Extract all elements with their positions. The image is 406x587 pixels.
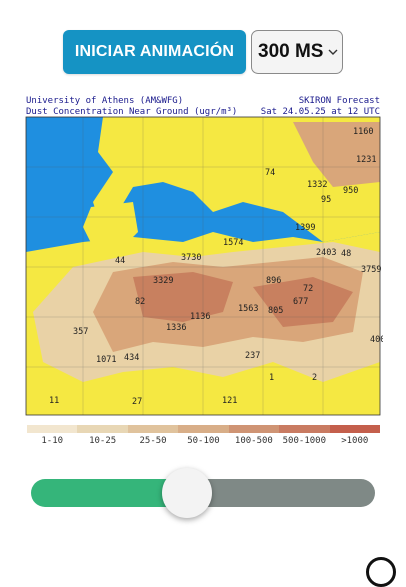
- map-value-label: 121: [222, 396, 237, 406]
- legend-label: 100-500: [234, 436, 273, 446]
- map-value-label: 95: [321, 195, 331, 205]
- map-value-label: 27: [132, 397, 142, 407]
- legend-swatch: [77, 425, 128, 433]
- legend-swatch: [127, 425, 179, 433]
- map-value-label: 677: [293, 297, 308, 307]
- map-value-label: 2403: [316, 248, 336, 258]
- map-value-label: 1336: [166, 323, 186, 333]
- map-value-label: 3329: [153, 276, 173, 286]
- chevron-down-icon: [328, 49, 338, 55]
- legend-label: 10-25: [89, 436, 117, 446]
- map-value-label: 44: [115, 256, 125, 266]
- map-value-label: 72: [303, 284, 313, 294]
- slider-track-filled: [31, 479, 186, 507]
- legend-label: >1000: [341, 436, 369, 446]
- animation-controls: INICIAR ANIMACIÓN 300 MS: [0, 30, 406, 76]
- slider-thumb[interactable]: [162, 468, 212, 518]
- header-variable: Dust Concentration Near Ground (ugr/m³): [26, 107, 237, 117]
- header-source: University of Athens (AM&WFG): [26, 96, 183, 106]
- legend-swatch: [279, 425, 330, 433]
- header-time: Sat 24.05.25 at 12 UTC: [261, 107, 380, 117]
- legend-label: 50-100: [187, 436, 220, 446]
- legend-swatch: [329, 425, 380, 433]
- speed-value: 300 MS: [258, 41, 324, 62]
- color-legend: 1-10 10-25 25-50 50-100 100-500 500-1000 >1000: [27, 425, 380, 446]
- map-value-label: 1136: [190, 312, 210, 322]
- map-value-label: 1332: [307, 180, 327, 190]
- dust-forecast-map: University of Athens (AM&WFG) Dust Conce…: [23, 92, 383, 445]
- map-value-label: 1231: [356, 155, 376, 165]
- map-value-label: 805: [268, 306, 283, 316]
- map-value-label: 3730: [181, 253, 201, 263]
- map-value-label: 434: [124, 353, 139, 363]
- speed-select[interactable]: 300 MS: [251, 30, 343, 74]
- map-value-label: 74: [265, 168, 275, 178]
- legend-bar: [27, 425, 380, 433]
- map-canvas: [25, 116, 381, 416]
- map-value-label: 896: [266, 276, 281, 286]
- map-value-label: 400: [370, 335, 383, 345]
- map-value-label: 1563: [238, 304, 258, 314]
- timeline-slider[interactable]: [31, 468, 375, 518]
- map-value-label: 3759: [361, 265, 381, 275]
- map-value-label: 2: [312, 373, 317, 383]
- map-value-label: 1399: [295, 223, 315, 233]
- start-animation-button[interactable]: INICIAR ANIMACIÓN: [63, 30, 246, 74]
- map-value-label: 11: [49, 396, 59, 406]
- map-value-label: 950: [343, 186, 358, 196]
- map-value-label: 82: [135, 297, 145, 307]
- map-value-label: 48: [341, 249, 351, 259]
- map-value-label: 1574: [223, 238, 243, 248]
- map-value-label: 1160: [353, 127, 373, 137]
- play-icon[interactable]: [366, 557, 396, 587]
- legend-swatch: [27, 425, 78, 433]
- legend-labels: 1-10 10-25 25-50 50-100 100-500 500-1000 >1000: [27, 436, 380, 446]
- slider-track-remaining: [186, 479, 375, 507]
- legend-label: 1-10: [41, 436, 64, 446]
- legend-swatch: [178, 425, 229, 433]
- header-model: SKIRON Forecast: [299, 96, 380, 106]
- map-value-label: 357: [73, 327, 88, 337]
- map-value-label: 1: [269, 373, 274, 383]
- map-value-label: 1071: [96, 355, 116, 365]
- legend-label: 25-50: [139, 436, 167, 446]
- map-value-label: 237: [245, 351, 260, 361]
- legend-swatch: [228, 425, 280, 433]
- legend-label: 500-1000: [282, 436, 326, 446]
